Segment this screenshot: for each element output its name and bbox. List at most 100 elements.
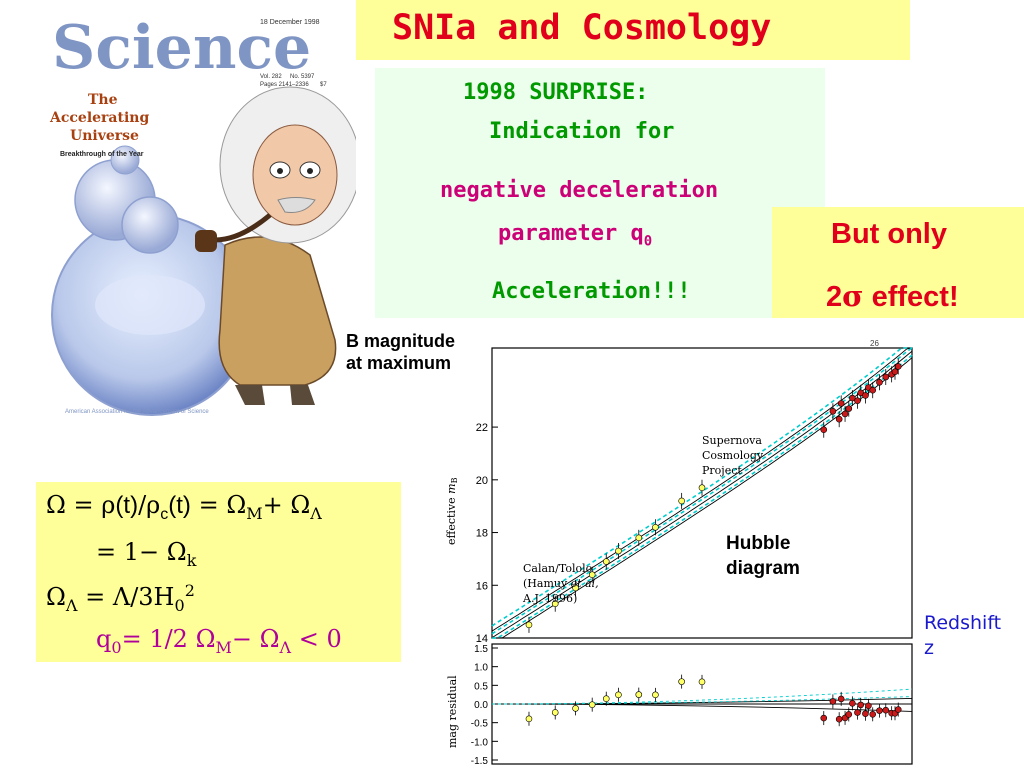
- scp-residual-point: [882, 706, 890, 714]
- redshift-label: Redshift z: [924, 612, 1002, 659]
- scp-point: [835, 415, 843, 423]
- ct-point: [588, 571, 596, 579]
- scp-residual-point: [857, 701, 865, 709]
- ct-label-2: (Hamuy et al,: [523, 577, 599, 590]
- scp-residual-point: [835, 715, 843, 723]
- ct-residual-point: [525, 715, 533, 723]
- formula-box: [36, 482, 401, 662]
- residual-tick-label: -1.0: [471, 737, 489, 748]
- hubble-label-2: diagram: [726, 558, 800, 579]
- science-cover-image: Science 18 December 1998 Vol. 282 No. 53…: [40, 0, 356, 425]
- ct-point: [652, 523, 659, 531]
- effective-mb-label: effective mB: [445, 477, 459, 545]
- formula-line-1: Ω = ρ(t)/ρc(t) = ΩM+ ΩΛ: [46, 491, 322, 523]
- masthead: Science: [52, 13, 311, 83]
- ct-residual-point: [572, 705, 579, 712]
- but-only-line-1: But only: [831, 218, 947, 250]
- ct-residual-point: [551, 709, 559, 716]
- ct-label-3: A.J. 1996): [522, 592, 577, 605]
- cover-price: $7: [320, 82, 327, 88]
- ct-label-1: Calan/Tololo: [523, 562, 593, 575]
- formula-line-3: ΩΛ = Λ/3H02: [46, 581, 195, 615]
- scp-residual-point: [865, 702, 872, 710]
- surprise-line-5: Acceleration!!!: [492, 279, 691, 304]
- ct-point: [678, 497, 685, 505]
- hubble-diagram: 14 16 18 20 22 26 effective mB Supernova Cos…: [445, 340, 913, 767]
- cover-subline: Breakthrough of the Year: [60, 151, 144, 158]
- title-box: [355, 0, 910, 60]
- cover-footer: American Association for the Advancement…: [65, 409, 209, 415]
- cover-illustration: Science 18 December 1998 Vol. 282 No. 53…: [40, 0, 356, 425]
- cover-headline-3: Universe: [70, 128, 139, 144]
- scp-label-2: Cosmology: [702, 449, 764, 462]
- scp-residual-point: [862, 710, 869, 718]
- ct-residual-point: [602, 695, 610, 702]
- scp-point: [820, 426, 828, 434]
- scp-point: [841, 410, 849, 418]
- y-tick-label: 20: [476, 475, 488, 487]
- y-tick-label: 14: [476, 633, 488, 645]
- scp-label-1: Supernova: [702, 434, 762, 447]
- scp-residual-point: [849, 700, 856, 707]
- scp-point: [862, 392, 869, 399]
- scp-point: [854, 397, 861, 405]
- ct-point: [551, 600, 559, 608]
- scp-residual-point: [869, 710, 877, 718]
- but-only-line-2: 2σ effect!: [826, 279, 959, 313]
- cover-pages: Pages 2141–2336: [260, 82, 309, 88]
- scp-point: [869, 386, 877, 394]
- surprise-line-4: parameter q0: [498, 221, 653, 250]
- residual-tick-label: 1.5: [474, 644, 488, 655]
- b-magnitude-label: B magnitude at maximum: [346, 331, 456, 373]
- scp-residual-point: [837, 695, 845, 703]
- residual-tick-label: 1.0: [474, 663, 488, 674]
- ct-residual-point: [615, 691, 622, 699]
- ct-residual-point: [588, 701, 596, 708]
- surprise-box: [375, 68, 825, 318]
- top-right-tick: 26: [870, 340, 879, 348]
- scp-residual-point: [820, 714, 828, 722]
- y-tick-label: 16: [476, 580, 488, 592]
- but-only-box: [772, 207, 1024, 318]
- residual-tick-label: -1.5: [471, 756, 489, 767]
- ct-residual-point: [698, 678, 706, 686]
- ct-point: [525, 621, 533, 629]
- model-curve-5: [492, 354, 913, 639]
- cover-headline-1: The: [88, 92, 118, 108]
- scp-point: [845, 405, 853, 412]
- ct-residual-point: [635, 691, 643, 698]
- y-tick-label: 18: [476, 528, 488, 540]
- y-tick-label: 22: [476, 422, 488, 434]
- residual-panel: 1.5 1.0 0.5 0.0 -0.5 -1.0 -1.5 mag residual: [446, 643, 913, 767]
- slide-title: SNIa and Cosmology: [392, 8, 772, 48]
- mag-residual-label: mag residual: [446, 675, 459, 748]
- scp-residual-point: [876, 707, 883, 714]
- scp-point: [837, 400, 845, 407]
- ct-residual-point: [652, 691, 659, 699]
- residual-curve-4: [491, 696, 913, 705]
- scp-label-3: Project: [702, 464, 742, 477]
- cover-no: No. 5397: [290, 74, 315, 80]
- ct-point: [698, 484, 706, 492]
- scp-residual-point: [829, 698, 837, 705]
- scp-point: [894, 363, 902, 370]
- model-curve-1: [491, 347, 913, 632]
- residual-tick-label: 0.0: [474, 700, 488, 711]
- scp-residual-point: [845, 711, 853, 718]
- cover-date: 18 December 1998: [260, 19, 320, 26]
- surprise-line-1: 1998 SURPRISE:: [463, 80, 649, 105]
- scp-point: [829, 407, 837, 415]
- hubble-main-panel: 14 16 18 20 22 26 effective mB Supernova Cos…: [445, 340, 913, 645]
- surprise-line-3: negative deceleration: [440, 178, 719, 203]
- scp-point: [891, 368, 899, 376]
- scp-point: [849, 394, 856, 402]
- residual-tick-label: 0.5: [474, 681, 488, 692]
- ct-point: [572, 584, 579, 592]
- hubble-label-1: Hubble: [726, 533, 790, 554]
- ct-point: [602, 558, 610, 565]
- scp-point: [882, 373, 890, 381]
- residual-tick-label: -0.5: [471, 719, 489, 730]
- ct-point: [615, 547, 622, 555]
- scp-residual-point: [854, 709, 861, 716]
- formula-line-2: = 1− Ωk: [96, 538, 197, 570]
